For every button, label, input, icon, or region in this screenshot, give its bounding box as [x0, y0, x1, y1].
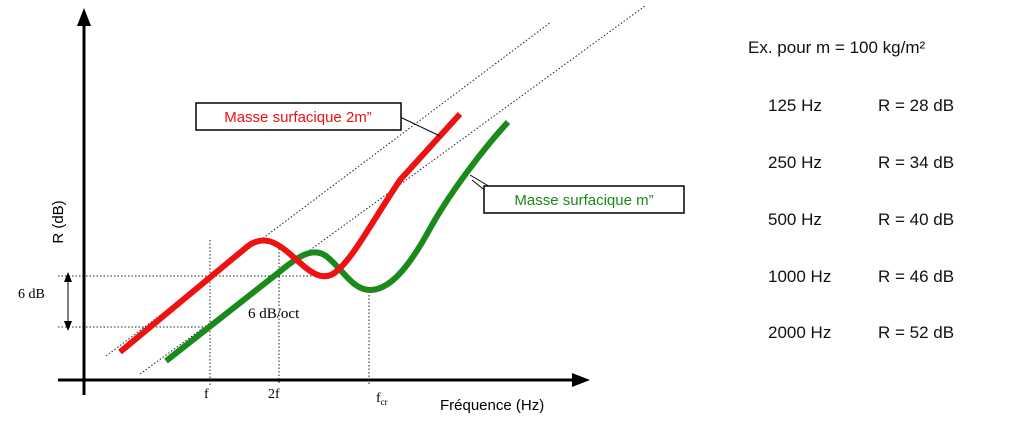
callout-2m: Masse surfacique 2m”	[195, 102, 402, 131]
tick-f-label: f	[204, 387, 209, 402]
row-r-value: R = 46 dB	[878, 267, 955, 286]
row-frequency: 500 Hz	[768, 210, 822, 229]
row-frequency: 2000 Hz	[768, 323, 832, 342]
x-axis-label: Fréquence (Hz)	[440, 397, 544, 414]
x-axis	[58, 373, 590, 387]
example-table: Ex. pour m = 100 kg/m² 125 Hz R = 28 dB …	[748, 38, 998, 342]
slope-label: 6 dB/oct	[248, 306, 300, 322]
row-r-value: R = 40 dB	[878, 210, 955, 229]
curve-2m	[118, 111, 463, 355]
row-r-value: R = 28 dB	[878, 96, 955, 115]
callout-m-label: Masse surfacique m”	[514, 192, 653, 209]
row-frequency: 125 Hz	[768, 96, 822, 115]
callout-2m-leader	[399, 116, 441, 137]
curve-m	[164, 119, 511, 364]
callout-m: Masse surfacique m”	[483, 185, 685, 214]
callout-2m-label: Masse surfacique 2m”	[224, 109, 372, 126]
6db-label: 6 dB	[18, 287, 45, 302]
y-axis-label: R (dB)	[50, 200, 67, 243]
y-axis	[77, 8, 91, 395]
row-frequency: 250 Hz	[768, 153, 822, 172]
row-frequency: 1000 Hz	[768, 267, 832, 286]
row-r-value: R = 52 dB	[878, 323, 955, 342]
row-r-value: R = 34 dB	[878, 153, 955, 172]
tick-2f-label: 2f	[268, 387, 280, 402]
example-title: Ex. pour m = 100 kg/m²	[748, 38, 926, 57]
6db-arrow	[64, 272, 72, 331]
tick-fcr-label: fcr	[376, 391, 388, 407]
